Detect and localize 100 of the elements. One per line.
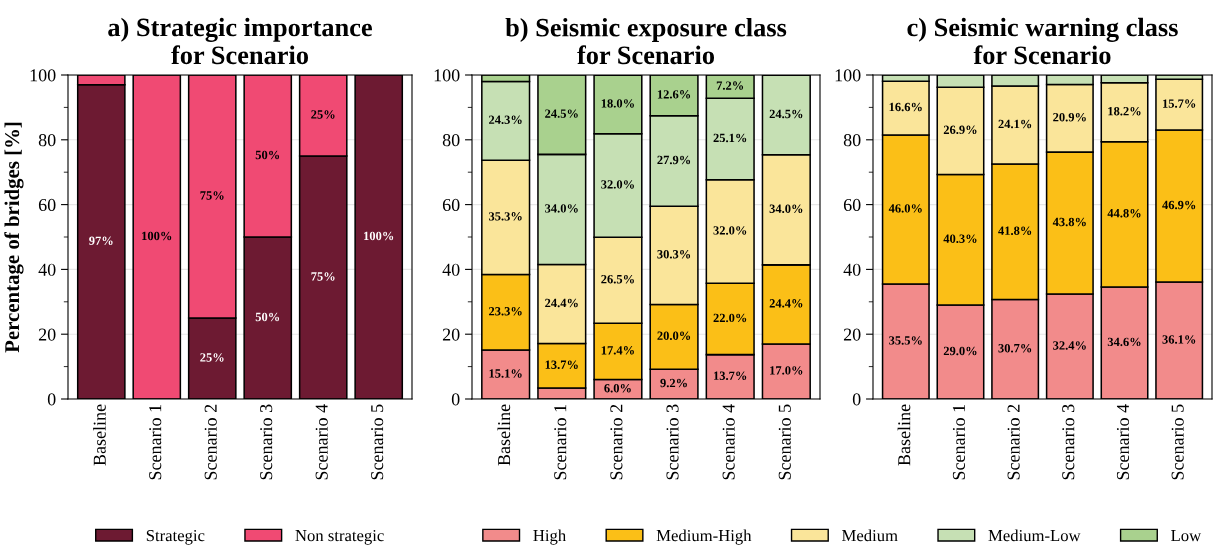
data-label: 40.3% xyxy=(943,234,977,243)
x-tick-label: Scenario 2 xyxy=(204,404,217,480)
x-tick-label: Scenario 3 xyxy=(1062,404,1075,480)
data-label: 30.3% xyxy=(657,250,691,259)
data-label: 50% xyxy=(255,312,280,322)
chart-title: b) Seismic exposure class for Scenario xyxy=(505,17,787,65)
data-label: 43.8% xyxy=(1052,217,1086,227)
y-tick-label: 60 xyxy=(38,198,56,212)
x-tick-label: Baseline xyxy=(93,404,106,466)
data-label: 13.7% xyxy=(545,360,578,369)
data-label: 24.1% xyxy=(998,119,1032,129)
legend-label: High xyxy=(533,529,566,545)
x-tick-label: Scenario 1 xyxy=(952,404,965,480)
data-label: 23.3% xyxy=(489,307,522,316)
data-label: 34.6% xyxy=(1107,337,1141,347)
data-label: 32.4% xyxy=(1053,341,1086,350)
x-tick-label: Scenario 4 xyxy=(315,404,328,480)
data-label: 97% xyxy=(89,236,113,246)
y-tick-label: 60 xyxy=(843,198,861,212)
data-label: 16.6% xyxy=(889,102,922,112)
data-label: 29.0% xyxy=(943,346,977,356)
x-tick-label: Scenario 2 xyxy=(1007,404,1020,480)
data-label: 13.7% xyxy=(714,371,747,380)
data-label: 46.0% xyxy=(888,204,922,213)
data-label: 26.9% xyxy=(943,125,977,135)
data-label: 20.0% xyxy=(657,331,691,340)
legend-label: Low xyxy=(1171,530,1202,542)
y-tick-label: 40 xyxy=(38,263,56,276)
data-label: 6.0% xyxy=(604,383,631,393)
chart-title: c) Seismic warning class for Scenario xyxy=(907,17,1178,65)
x-tick-label: Scenario 4 xyxy=(1116,404,1130,480)
legend-label: Non strategic xyxy=(295,530,384,545)
y-tick-label: 100 xyxy=(835,69,861,82)
data-label: 18.2% xyxy=(1108,106,1141,116)
data-label: 24.5% xyxy=(545,109,578,118)
data-label: 75% xyxy=(311,272,335,281)
data-label: 36.1% xyxy=(1162,335,1196,344)
data-label: 15.1% xyxy=(489,369,522,378)
y-tick-label: 0 xyxy=(451,393,460,406)
y-tick-label: 0 xyxy=(47,393,56,406)
y-tick-label: 80 xyxy=(442,134,460,147)
legend-label: Strategic xyxy=(146,530,205,545)
x-tick-label: Scenario 1 xyxy=(149,404,162,480)
x-tick-label: Scenario 5 xyxy=(778,404,791,480)
data-label: 12.6% xyxy=(657,90,691,99)
data-label: 24.4% xyxy=(545,298,578,308)
x-tick-label: Scenario 1 xyxy=(554,404,567,480)
x-tick-label: Baseline xyxy=(897,404,911,466)
x-tick-label: Scenario 3 xyxy=(666,404,679,480)
x-tick-label: Scenario 5 xyxy=(1171,404,1184,480)
data-label: 100% xyxy=(142,231,172,241)
y-tick-label: 100 xyxy=(30,69,56,82)
chart-title: a) Strategic importance for Scenario xyxy=(108,17,372,65)
data-label: 25.1% xyxy=(713,133,747,143)
data-label: 24.3% xyxy=(489,115,522,125)
data-label: 46.9% xyxy=(1162,200,1196,210)
data-label: 17.4% xyxy=(601,346,634,355)
data-label: 18.0% xyxy=(601,99,634,108)
data-label: 41.8% xyxy=(998,226,1032,235)
data-label: 32.0% xyxy=(601,180,634,189)
data-label: 34.0% xyxy=(545,204,578,213)
data-label: 15.7% xyxy=(1163,99,1196,108)
y-tick-label: 100 xyxy=(434,69,460,82)
x-tick-label: Scenario 4 xyxy=(722,404,735,480)
data-label: 35.5% xyxy=(889,336,922,345)
y-tick-label: 80 xyxy=(38,134,56,147)
data-label: 24.5% xyxy=(769,109,803,119)
data-label: 50% xyxy=(255,150,280,160)
data-label: 20.9% xyxy=(1053,112,1086,122)
y-tick-label: 40 xyxy=(843,263,861,276)
y-tick-label: 40 xyxy=(442,263,460,276)
legend-label: Medium-Low xyxy=(988,529,1081,542)
data-label: 17.0% xyxy=(770,366,803,375)
data-label: 25% xyxy=(200,353,224,362)
legend-label: Medium xyxy=(842,529,898,542)
data-label: 22.0% xyxy=(713,313,747,323)
y-tick-label: 80 xyxy=(843,134,861,147)
y-tick-label: 20 xyxy=(442,328,460,341)
x-tick-label: Baseline xyxy=(497,404,511,466)
y-tick-label: 20 xyxy=(38,328,56,341)
data-label: 44.8% xyxy=(1107,209,1141,218)
data-label: 100% xyxy=(364,231,394,241)
data-label: 24.4% xyxy=(769,299,803,308)
x-tick-label: Scenario 3 xyxy=(260,404,273,480)
data-label: 32.0% xyxy=(713,226,747,235)
data-label: 30.7% xyxy=(998,343,1032,353)
data-label: 27.9% xyxy=(657,155,691,165)
data-label: 34.0% xyxy=(769,204,803,213)
data-label: 35.3% xyxy=(488,212,522,221)
data-label: 26.5% xyxy=(601,274,634,284)
data-label: 9.2% xyxy=(660,378,687,388)
x-tick-label: Scenario 5 xyxy=(371,404,384,480)
data-label: 7.2% xyxy=(716,81,744,90)
legend-label: Medium-High xyxy=(656,529,752,545)
y-tick-label: 60 xyxy=(442,198,460,212)
x-tick-label: Scenario 2 xyxy=(610,404,623,480)
data-label: 75% xyxy=(200,191,224,200)
y-tick-label: 20 xyxy=(843,328,861,341)
data-label: 25% xyxy=(311,110,335,119)
y-axis-title: Percentage of bridges [%] xyxy=(4,122,24,353)
